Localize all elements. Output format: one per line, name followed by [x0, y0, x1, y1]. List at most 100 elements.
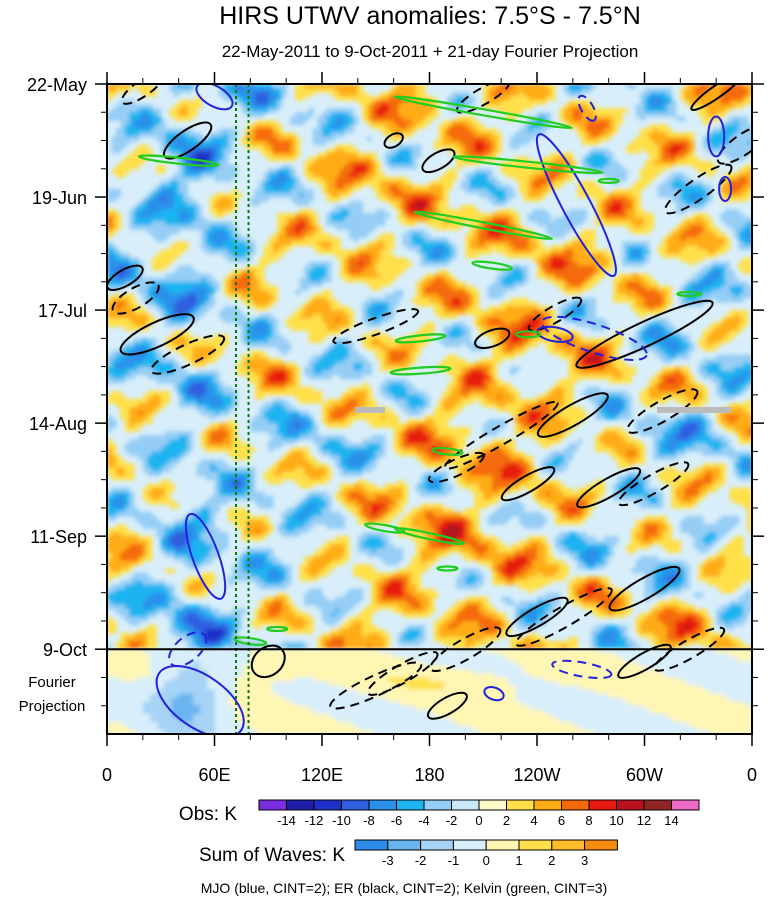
obs-cell	[142, 104, 148, 109]
obs-cell	[192, 84, 198, 89]
obs-cell	[107, 241, 113, 247]
obs-cell	[442, 237, 449, 243]
obs-cell	[227, 237, 234, 243]
obs-cell	[268, 128, 274, 134]
obs-cell	[111, 269, 117, 275]
obs-cell	[277, 84, 283, 89]
obs-cell	[554, 180, 560, 186]
obs-cell	[259, 184, 265, 190]
obs-cell	[429, 257, 435, 263]
obs-cell	[286, 245, 292, 251]
obs-cell	[563, 176, 569, 182]
obs-cell	[120, 132, 126, 138]
obs-cell	[698, 112, 704, 117]
obs-cell	[474, 168, 480, 174]
obs-cell	[550, 229, 556, 234]
obs-cell	[295, 237, 301, 243]
obs-cell	[272, 257, 278, 263]
obs-cell	[671, 132, 677, 138]
obs-cell	[174, 108, 180, 113]
obs-cell	[115, 314, 122, 319]
obs-cell	[590, 229, 596, 234]
obs-cell	[648, 297, 655, 303]
obs-cell	[725, 245, 731, 251]
obs-cell	[478, 180, 484, 186]
obs-cell	[577, 241, 583, 247]
obs-cell	[268, 249, 274, 255]
obs-cell	[563, 104, 569, 109]
obs-cell	[227, 249, 234, 255]
obs-cell	[554, 281, 560, 287]
obs-cell	[519, 108, 525, 113]
obs-cell	[322, 84, 328, 89]
obs-cell	[640, 289, 646, 295]
obs-cell	[725, 241, 731, 247]
obs-cell	[653, 112, 659, 117]
obs-cell	[398, 184, 404, 190]
obs-cell	[657, 96, 664, 101]
obs-cell	[738, 92, 744, 97]
obs-cell	[115, 310, 122, 315]
obs-cell	[223, 277, 229, 283]
obs-cell	[433, 112, 440, 117]
obs-cell	[389, 306, 395, 311]
obs-cell	[528, 172, 534, 178]
obs-cell	[523, 253, 529, 259]
obs-cell	[653, 297, 659, 303]
obs-cell	[313, 225, 319, 230]
obs-cell	[398, 217, 404, 222]
obs-cell	[201, 289, 207, 295]
obs-cell	[420, 201, 426, 206]
obs-cell	[187, 176, 193, 182]
obs-cell	[357, 201, 363, 206]
obs-cell	[438, 257, 444, 263]
obs-cell	[599, 188, 605, 194]
obs-cell	[648, 168, 655, 174]
obs-cell	[398, 152, 404, 158]
obs-cell	[362, 108, 368, 113]
obs-cell	[411, 221, 417, 226]
obs-cell	[398, 160, 404, 166]
obs-cell	[371, 152, 377, 158]
obs-cell	[635, 310, 641, 315]
obs-cell	[684, 84, 690, 89]
obs-cell	[322, 140, 328, 146]
obs-cell	[156, 225, 162, 230]
obs-cell	[308, 281, 314, 287]
obs-cell	[631, 257, 637, 263]
obs-cell	[169, 209, 175, 214]
obs-cell	[304, 314, 310, 319]
obs-cell	[192, 136, 198, 142]
obs-cell	[236, 84, 242, 89]
obs-cell	[201, 310, 207, 315]
obs-cell	[183, 172, 189, 178]
obs-cell	[330, 245, 337, 251]
obs-cell	[124, 310, 130, 315]
obs-cell	[250, 124, 256, 130]
obs-cell	[236, 249, 242, 255]
obs-cell	[725, 124, 731, 130]
obs-cell	[702, 84, 708, 89]
obs-cell	[738, 120, 744, 125]
obs-cell	[523, 197, 529, 202]
obs-cell	[510, 229, 516, 234]
obs-cell	[595, 188, 601, 194]
obs-cell	[702, 100, 708, 105]
obs-cell	[433, 193, 440, 198]
obs-cell	[214, 168, 220, 174]
obs-cell	[474, 160, 480, 166]
obs-cell	[362, 253, 368, 259]
obs-cell	[295, 144, 301, 150]
obs-cell	[693, 297, 699, 303]
obs-cell	[447, 273, 453, 279]
obs-cell	[648, 225, 655, 230]
obs-cell	[344, 269, 350, 275]
obs-cell	[187, 100, 193, 105]
obs-cell	[747, 132, 752, 138]
obs-cell	[120, 302, 126, 307]
obs-cell	[214, 221, 220, 226]
obs-cell	[411, 104, 417, 109]
obs-cell	[304, 88, 310, 93]
obs-cell	[563, 277, 569, 283]
obs-cell	[711, 132, 717, 138]
